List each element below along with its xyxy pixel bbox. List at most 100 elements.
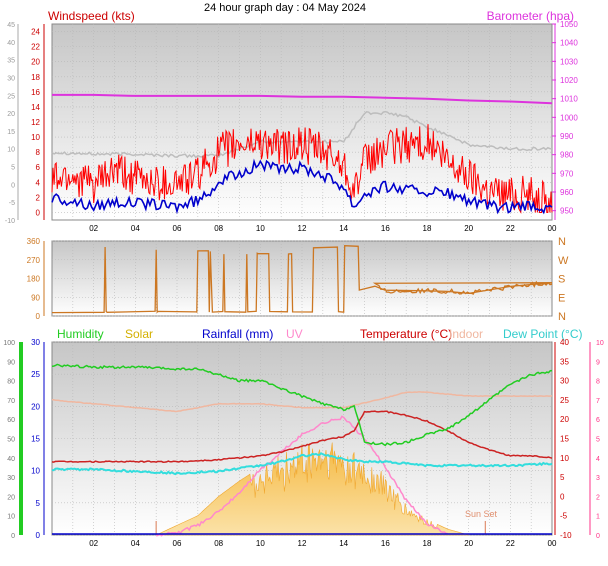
uv-axis-tick: 0 (596, 533, 600, 540)
dew-point-line (51, 452, 553, 476)
rainfall-axis-tick: 20 (31, 402, 40, 411)
outer-axis-tick: 5 (11, 165, 15, 172)
indoor-legend: Indoor (449, 327, 483, 341)
temperature-axis-tick: 20 (560, 415, 569, 424)
temperature-axis-tick: 25 (560, 396, 569, 405)
temperature-legend: Temperature (°C) (360, 327, 452, 341)
temperature-panel-series (51, 363, 553, 537)
x-tick-label: 16 (381, 539, 390, 548)
x-tick-label: 06 (173, 539, 182, 548)
direction-axis-tick: 360 (27, 237, 41, 246)
uv-axis-tick: 7 (596, 398, 600, 405)
direction-axis-tick: 180 (27, 275, 41, 284)
temperature-axis-tick: -10 (560, 531, 572, 540)
temperature-axis-tick: 35 (560, 357, 569, 366)
x-tick-label: 14 (339, 539, 348, 548)
rainfall-legend: Rainfall (mm) (202, 327, 273, 341)
humidity-axis-tick: 40 (7, 456, 15, 463)
barometer-axis-tick: 990 (560, 132, 574, 141)
rainfall-axis-tick: 10 (31, 467, 40, 476)
uv-legend: UV (286, 327, 303, 341)
wind-axis-tick: 12 (31, 118, 40, 127)
humidity-axis-tick: 50 (7, 437, 15, 444)
outer-axis-tick: 10 (7, 147, 15, 154)
sunset-annotation: Sun Set (465, 509, 498, 519)
indoor-temperature-line (52, 391, 553, 413)
x-tick-label: 04 (131, 539, 140, 548)
x-tick-label: 16 (381, 224, 390, 233)
x-tick-label: 02 (89, 224, 98, 233)
solar-legend: Solar (125, 327, 153, 341)
wind-axis-tick: 22 (31, 43, 40, 52)
temperature-axis-tick: 40 (560, 338, 569, 347)
uv-axis-tick: 10 (596, 340, 604, 347)
barometer-axis-tick: 1030 (560, 57, 578, 66)
solar-area (156, 442, 469, 536)
humidity-axis-tick: 20 (7, 494, 15, 501)
rainfall-axis-tick: 30 (31, 338, 40, 347)
x-tick-label: 18 (423, 224, 432, 233)
uv-axis-tick: 1 (596, 514, 600, 521)
humidity-axis-tick: 80 (7, 379, 15, 386)
wind-axis-tick: 14 (31, 103, 40, 112)
wind-axis-tick: 0 (36, 208, 41, 217)
x-tick-label: 12 (298, 539, 307, 548)
wind-axis-tick: 16 (31, 88, 40, 97)
outer-axis-tick: 35 (7, 58, 15, 65)
temperature-axis-tick: -5 (560, 512, 568, 521)
compass-label: W (558, 255, 569, 267)
outer-axis-tick: 0 (11, 182, 15, 189)
humidity-axis-tick: 10 (7, 514, 15, 521)
compass-label: N (558, 236, 566, 248)
x-tick-label: 04 (131, 224, 140, 233)
x-tick-label: 20 (464, 539, 473, 548)
outer-axis-tick: 15 (7, 129, 15, 136)
barometer-axis-tick: 1010 (560, 95, 578, 104)
uv-axis-tick: 2 (596, 494, 600, 501)
direction-axis-tick: 0 (36, 312, 41, 321)
barometer-legend: Barometer (hpa) (487, 9, 574, 23)
x-tick-label: 22 (506, 539, 515, 548)
wind-direction-grid (52, 240, 552, 317)
wind-axis-tick: 20 (31, 58, 40, 67)
x-tick-label: 10 (256, 539, 265, 548)
x-tick-label: 08 (214, 539, 223, 548)
wind-direction-series (51, 245, 553, 314)
temperature-trace-line (51, 110, 553, 159)
humidity-axis-tick: 60 (7, 417, 15, 424)
wind-axis-tick: 18 (31, 73, 40, 82)
wind-panel-axes: 02 04 06 08 10 12 14 16 18 20 22 000246810121416182… (5, 20, 578, 233)
x-tick-label: 10 (256, 224, 265, 233)
wind-gust-line (51, 124, 553, 214)
humidity-axis-tick: 0 (11, 533, 15, 540)
wind-legend: Windspeed (kts) (48, 9, 135, 23)
humidity-line (51, 363, 553, 447)
wind-panel-grid (52, 24, 552, 220)
compass-label: S (558, 274, 565, 286)
outer-axis-tick: -5 (9, 200, 15, 207)
x-tick-label: 18 (423, 539, 432, 548)
temperature-panel-axes: 02 04 06 08 10 12 14 16 18 20 22 000510152025300102… (3, 338, 604, 548)
humidity-axis-tick: 100 (3, 340, 15, 347)
x-tick-label: 06 (173, 224, 182, 233)
x-tick-label: 02 (89, 539, 98, 548)
uv-axis-tick: 9 (596, 359, 600, 366)
wind-axis-tick: 2 (36, 193, 41, 202)
wind-direction-line (51, 245, 553, 314)
humidity-axis-tick: 70 (7, 398, 15, 405)
barometer-axis-tick: 950 (560, 207, 574, 216)
x-tick-label: 12 (298, 224, 307, 233)
barometer-axis-tick: 970 (560, 169, 574, 178)
temperature-axis-tick: 5 (560, 473, 565, 482)
compass-label: E (558, 292, 565, 304)
page-title: 24 hour graph day : 04 May 2024 (204, 2, 366, 14)
outer-axis-tick: 40 (7, 40, 15, 47)
direction-axis-tick: 270 (27, 256, 41, 265)
barometer-line (52, 93, 553, 105)
x-tick-label: 00 (548, 539, 557, 548)
x-tick-label: 20 (464, 224, 473, 233)
uv-line (156, 415, 448, 537)
temperature-axis-tick: 15 (560, 435, 569, 444)
wind-panel-series (51, 93, 553, 215)
